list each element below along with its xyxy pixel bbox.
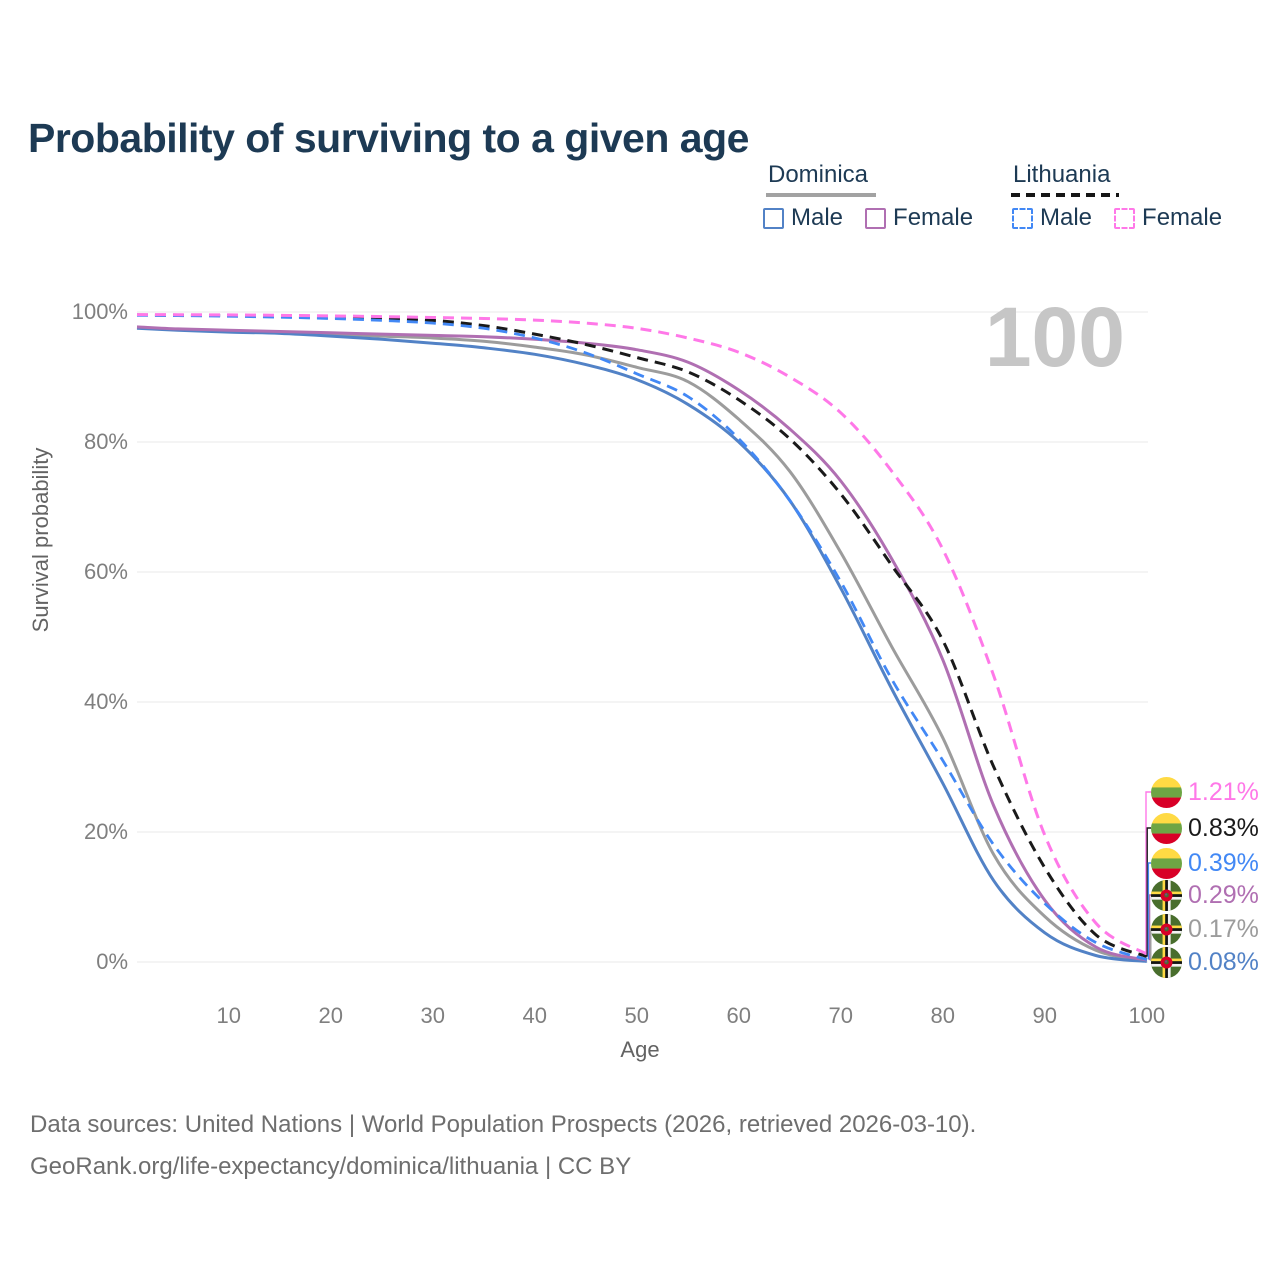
- series-line-lithuania: [136, 313, 1148, 959]
- endpoint-leader: [1146, 827, 1151, 957]
- footer-data-sources: Data sources: United Nations | World Pop…: [30, 1111, 977, 1138]
- legend-items-dominica: Male Female: [763, 204, 973, 232]
- x-tick-label: 40: [523, 1003, 547, 1028]
- series-line-dominica-male: [136, 326, 1147, 963]
- y-tick-label: 100%: [72, 299, 128, 324]
- dominica-flag-icon: [1151, 913, 1182, 945]
- gridlines: [137, 311, 1148, 963]
- endpoint-value: 0.39%: [1188, 848, 1259, 877]
- series-line-dominica-female: [136, 325, 1148, 962]
- endpoint-value: 1.21%: [1188, 777, 1259, 806]
- legend-underline-dominica: [766, 193, 876, 197]
- legend-item-dominica-female[interactable]: Female: [865, 204, 973, 232]
- checkbox-icon[interactable]: [865, 207, 887, 229]
- x-axis-title: Age: [620, 1037, 659, 1062]
- y-tick-label: 40%: [84, 689, 128, 714]
- legend-item-lithuania-male[interactable]: Male: [1012, 204, 1092, 232]
- checkbox-icon[interactable]: [1114, 207, 1136, 229]
- lithuania-flag-icon: [1151, 847, 1182, 879]
- y-tick-label: 60%: [84, 559, 128, 584]
- x-tick-label: 10: [217, 1003, 241, 1028]
- endpoint-label-lithuania-0.39: 0.39%: [1151, 847, 1259, 879]
- endpoint-label-dominica-0.08: 0.08%: [1151, 946, 1259, 978]
- lithuania-flag-icon: [1151, 776, 1182, 808]
- lithuania-flag-icon: [1151, 812, 1182, 844]
- series-line-lithuania-female: [136, 313, 1148, 956]
- x-tick-label: 100: [1128, 1003, 1165, 1028]
- axis-ticks: 0% 20% 40% 60% 80% 100% 10 20 30 40 50 60 70 80 90 100: [72, 299, 1165, 1028]
- y-tick-label: 20%: [84, 819, 128, 844]
- page-title: Probability of surviving to a given age: [28, 115, 749, 162]
- x-tick-label: 80: [931, 1003, 955, 1028]
- endpoint-leader: [1147, 862, 1151, 960]
- endpoint-leader: [1148, 894, 1151, 961]
- endpoint-label-lithuania-0.83: 0.83%: [1151, 812, 1259, 844]
- y-tick-label: 80%: [84, 429, 128, 454]
- legend-item-label: Male: [1040, 204, 1093, 231]
- legend-item-label: Female: [893, 204, 974, 231]
- plot-area: [136, 313, 1148, 963]
- checkbox-icon[interactable]: [1012, 207, 1033, 229]
- footer: Data sources: United Nations | World Pop…: [30, 1104, 976, 1188]
- endpoint-label-lithuania-1.21: 1.21%: [1151, 776, 1259, 808]
- x-tick-label: 20: [319, 1003, 343, 1028]
- legend-item-label: Female: [1142, 204, 1223, 231]
- dominica-flag-icon: [1151, 946, 1182, 978]
- endpoint-label-dominica-0.17: 0.17%: [1151, 913, 1259, 945]
- legend-item-dominica-male[interactable]: Male: [763, 204, 843, 232]
- endpoint-leaders: [1145, 791, 1153, 963]
- endpoint-value: 0.08%: [1188, 947, 1259, 976]
- endpoint-value: 0.17%: [1188, 914, 1259, 943]
- endpoint-label-dominica-0.29: 0.29%: [1151, 879, 1259, 911]
- legend-group-title-lithuania: Lithuania: [1013, 161, 1111, 188]
- age-counter-watermark: 100: [984, 290, 1125, 384]
- endpoint-value: 0.83%: [1188, 813, 1259, 842]
- endpoint-leader: [1145, 791, 1151, 955]
- legend-underline-lithuania: [1011, 193, 1119, 197]
- footer-url: GeoRank.org/life-expectancy/dominica/lit…: [30, 1153, 632, 1180]
- legend-item-lithuania-female[interactable]: Female: [1114, 204, 1222, 232]
- x-tick-label: 30: [421, 1003, 445, 1028]
- x-tick-label: 90: [1033, 1003, 1057, 1028]
- checkbox-icon[interactable]: [763, 207, 784, 229]
- endpoint-value: 0.29%: [1188, 880, 1259, 909]
- series-line-dominica: [136, 326, 1148, 963]
- x-tick-label: 70: [829, 1003, 853, 1028]
- series-line-lithuania-male: [136, 313, 1148, 961]
- x-tick-label: 60: [727, 1003, 751, 1028]
- legend-group-title-dominica: Dominica: [768, 161, 869, 188]
- x-tick-label: 50: [625, 1003, 649, 1028]
- y-tick-label: 0%: [96, 949, 128, 974]
- legend-item-label: Male: [791, 204, 844, 231]
- legend-items-lithuania: Male Female: [1012, 204, 1222, 232]
- dominica-flag-icon: [1151, 879, 1182, 911]
- y-axis-title: Survival probability: [28, 448, 53, 633]
